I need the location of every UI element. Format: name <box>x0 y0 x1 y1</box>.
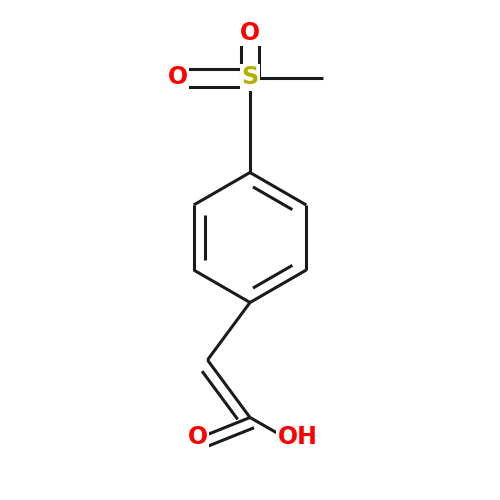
Text: O: O <box>168 66 188 90</box>
Text: O: O <box>240 20 260 44</box>
Text: OH: OH <box>278 426 318 450</box>
Text: S: S <box>242 66 258 90</box>
Text: O: O <box>188 426 208 450</box>
